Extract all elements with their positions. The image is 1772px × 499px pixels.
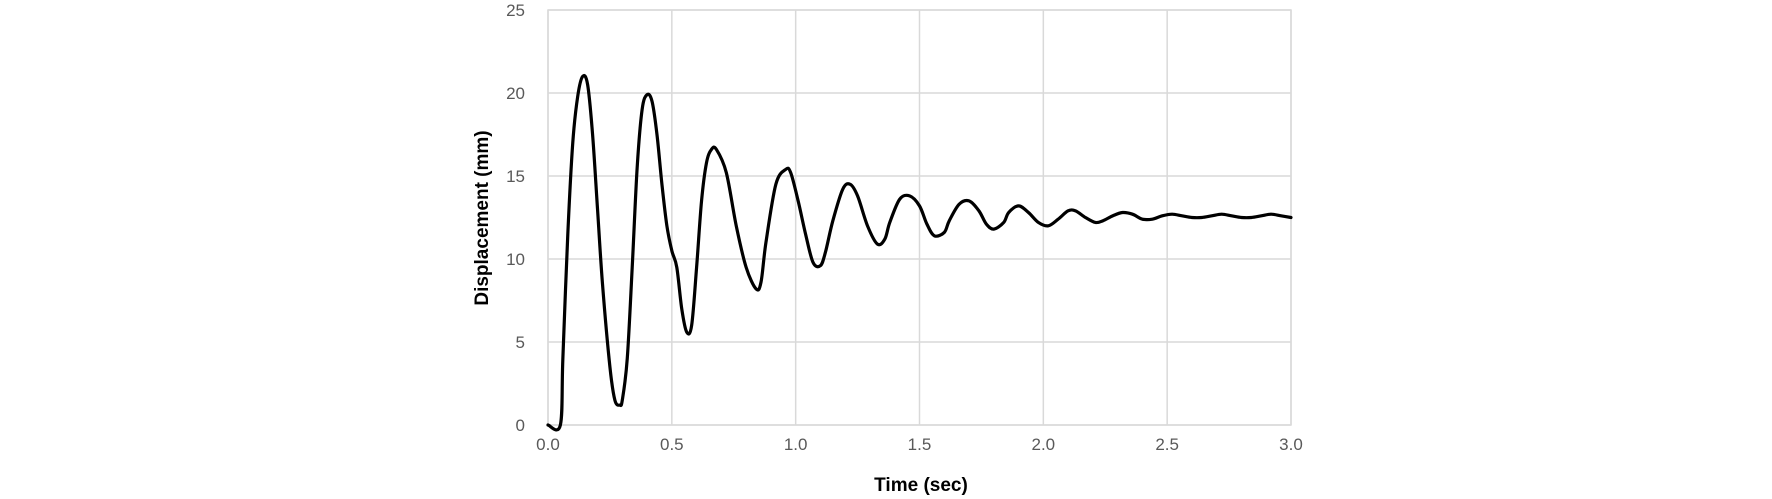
y-tick-label: 5	[516, 333, 525, 352]
y-tick-label: 15	[506, 167, 525, 186]
x-tick-label: 1.5	[908, 435, 932, 454]
series-line-1	[546, 73, 1293, 432]
y-tick-labels: 0 5 10 15 20 25	[506, 1, 525, 435]
y-tick-label: 10	[506, 250, 525, 269]
x-tick-labels: 0.0 0.5 1.0 1.5 2.0 2.5 3.0	[536, 435, 1303, 454]
plot-area	[546, 73, 1293, 432]
x-axis-title: Time (sec)	[874, 475, 968, 496]
x-tick-label: 0.0	[536, 435, 560, 454]
x-tick-label: 0.5	[660, 435, 684, 454]
y-axis-title: Displacement (mm)	[472, 130, 493, 305]
x-tick-label: 2.5	[1155, 435, 1179, 454]
y-tick-label: 25	[506, 1, 525, 20]
x-tick-label: 2.0	[1032, 435, 1056, 454]
y-tick-label: 20	[506, 84, 525, 103]
x-tick-label: 3.0	[1279, 435, 1303, 454]
x-tick-label: 1.0	[784, 435, 808, 454]
grid-lines	[547, 9, 1292, 426]
y-tick-label: 0	[516, 416, 525, 435]
